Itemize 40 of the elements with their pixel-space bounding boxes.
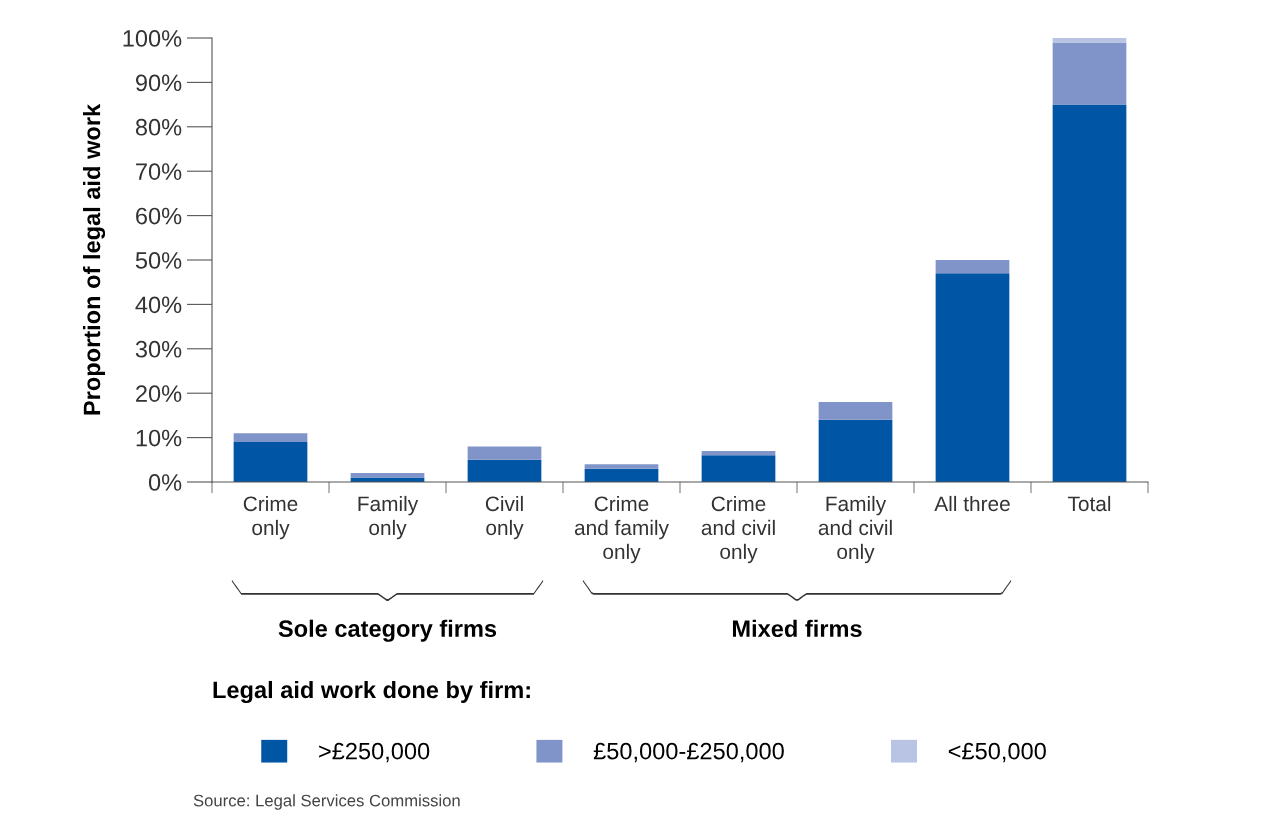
x-tick-label: Family and civil only [818, 495, 892, 564]
bar [818, 402, 893, 420]
bar [935, 260, 1010, 274]
legend-label: >£250,000 [319, 742, 430, 763]
y-tick-label: 0% [148, 474, 182, 491]
y-tick-label: 70% [136, 163, 182, 180]
x-tick-label: Total [1067, 495, 1111, 512]
y-tick-label: 20% [136, 385, 182, 402]
legend-title: Legal aid work done by firm: [213, 680, 530, 704]
y-tick-label: 80% [135, 118, 182, 136]
bar [935, 273, 1010, 482]
y-tick-label: 50% [135, 252, 182, 269]
bar [1052, 104, 1127, 482]
x-tick-label: Crime and civil only [701, 495, 775, 564]
y-tick-label: 10% [136, 429, 182, 447]
y-tick-label: 90% [135, 74, 182, 92]
text: Sole category firms [278, 619, 497, 642]
x-tick-label: Family only [358, 495, 419, 540]
y-tick-label: 40% [135, 296, 182, 314]
y-tick-label: 30% [135, 340, 182, 358]
x-tick-label: Crime only [243, 495, 298, 540]
bar [1052, 42, 1127, 105]
y-tick-label: 100% [123, 30, 182, 47]
source-note: Source: Legal Services Commission [193, 794, 460, 810]
bar [467, 459, 542, 482]
x-tick-label: Crime and family only [574, 495, 669, 564]
legend-label: £50,000-£250,000 [593, 742, 784, 763]
bar [350, 473, 425, 478]
x-tick-label: Civil only [485, 495, 524, 540]
bar [233, 433, 308, 443]
x-tick-label: All three [934, 495, 1010, 512]
y-axis-title: Proportion of legal aid work [82, 103, 106, 415]
legend-label: <£50,000 [948, 742, 1046, 763]
bar [233, 442, 308, 482]
bar [701, 455, 776, 482]
bar [467, 446, 542, 460]
y-tick-label: 60% [136, 207, 182, 225]
text: Mixed firms [732, 619, 862, 638]
bar [818, 419, 893, 482]
bar [584, 464, 659, 469]
